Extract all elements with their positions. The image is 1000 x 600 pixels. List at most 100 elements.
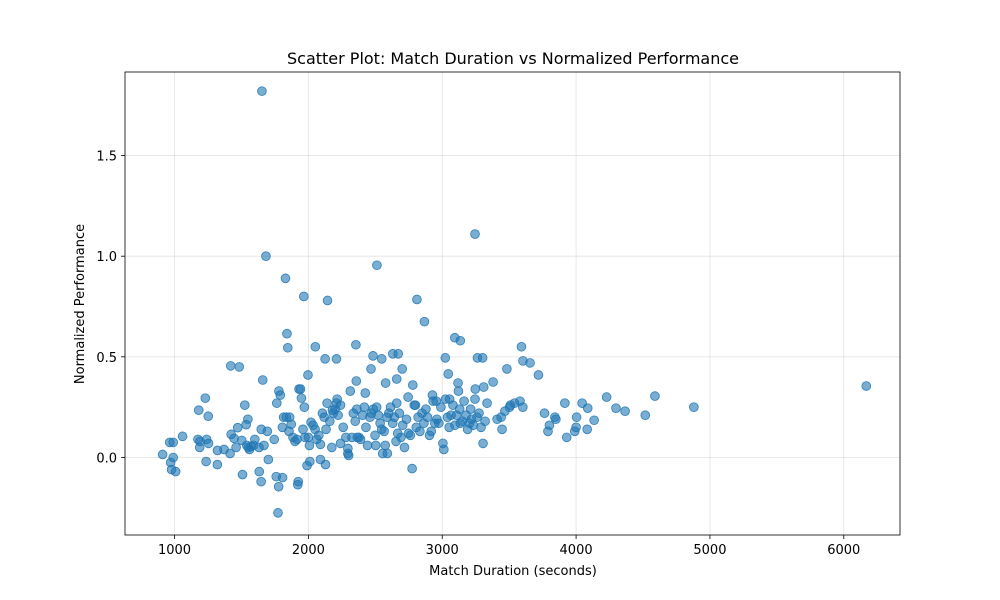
data-point <box>254 466 265 477</box>
data-points <box>157 86 872 518</box>
data-point <box>362 440 373 451</box>
data-point <box>331 354 342 364</box>
data-point <box>360 388 371 398</box>
data-point <box>284 426 294 437</box>
data-point <box>293 479 303 490</box>
data-point <box>305 456 315 467</box>
data-point <box>170 466 181 477</box>
data-point <box>482 398 492 408</box>
data-point <box>399 442 410 453</box>
data-point <box>327 405 338 415</box>
data-point <box>478 438 488 449</box>
data-point <box>242 440 252 451</box>
data-point <box>454 404 465 414</box>
data-point <box>239 400 250 410</box>
data-point <box>861 381 872 391</box>
chart-title: Scatter Plot: Match Duration vs Normaliz… <box>287 49 739 68</box>
data-point <box>335 438 346 449</box>
data-point <box>168 437 178 448</box>
data-point <box>403 392 413 402</box>
data-point <box>314 430 324 441</box>
data-point <box>422 412 433 423</box>
data-point <box>453 386 464 396</box>
data-point <box>168 452 178 463</box>
data-point <box>177 431 188 442</box>
data-point <box>396 432 406 443</box>
data-point <box>474 408 484 419</box>
data-point <box>407 463 417 474</box>
data-point <box>212 459 223 470</box>
data-point <box>379 426 389 437</box>
data-point <box>601 392 612 402</box>
data-point <box>397 364 408 374</box>
data-point <box>259 440 269 451</box>
data-point <box>351 376 362 386</box>
data-point <box>200 393 211 403</box>
data-point <box>470 384 481 394</box>
grid-lines <box>125 72 900 535</box>
data-point <box>444 394 455 404</box>
data-point <box>295 384 306 394</box>
data-point <box>582 403 593 413</box>
data-point <box>502 364 512 374</box>
data-point <box>394 408 405 419</box>
data-point <box>351 339 361 350</box>
data-point <box>282 328 292 339</box>
data-point <box>370 430 380 441</box>
data-point <box>324 416 335 427</box>
data-point <box>380 440 391 451</box>
data-point <box>262 426 273 437</box>
data-point <box>468 420 479 431</box>
data-point <box>256 476 266 487</box>
data-point <box>439 444 449 455</box>
data-point <box>376 354 387 364</box>
data-point <box>234 362 245 372</box>
axis-ticks: 1000 2000 3000 4000 5000 6000 0.0 0.5 1.0 1.5 <box>96 150 860 558</box>
data-point <box>225 361 236 371</box>
data-point <box>257 375 268 385</box>
data-point <box>477 353 488 363</box>
y-tick-label: 0.5 <box>96 351 117 366</box>
data-point <box>582 424 592 435</box>
data-point <box>203 438 214 449</box>
data-point <box>589 415 599 426</box>
data-point <box>157 449 168 460</box>
data-point <box>488 377 498 387</box>
data-point <box>571 422 581 433</box>
x-tick-label: 3000 <box>426 543 459 558</box>
data-point <box>533 370 544 380</box>
data-point <box>434 418 444 429</box>
data-point <box>273 508 283 518</box>
data-point <box>350 416 361 427</box>
data-point <box>257 86 267 96</box>
data-point <box>303 432 314 443</box>
data-point <box>516 341 527 352</box>
data-point <box>193 405 204 415</box>
data-point <box>372 260 382 271</box>
data-point <box>303 370 313 380</box>
data-point <box>571 412 582 423</box>
data-point <box>271 398 282 408</box>
data-point <box>518 402 528 412</box>
data-point <box>373 410 384 421</box>
data-point <box>274 386 284 396</box>
data-point <box>237 469 248 480</box>
data-point <box>277 472 288 483</box>
data-point <box>393 349 403 359</box>
data-point <box>335 400 346 410</box>
data-point <box>273 481 284 492</box>
y-tick-label: 0.0 <box>96 451 117 466</box>
data-point <box>219 444 229 455</box>
data-point <box>410 400 421 410</box>
data-point <box>352 432 363 443</box>
data-point <box>640 410 651 421</box>
data-point <box>419 316 430 327</box>
x-tick-label: 4000 <box>560 543 593 558</box>
data-point <box>401 414 412 425</box>
data-point <box>296 393 307 403</box>
data-point <box>611 403 621 413</box>
data-point <box>261 251 271 261</box>
data-point <box>560 398 570 408</box>
data-point <box>440 353 451 363</box>
